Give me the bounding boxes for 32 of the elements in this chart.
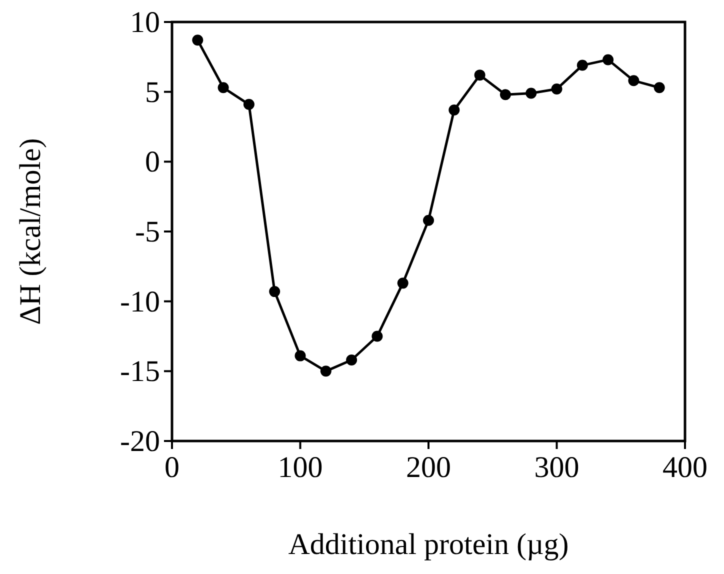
point (448, 104, 460, 116)
y-tick-label: 10 (130, 6, 160, 39)
y-tick-label: -10 (120, 285, 160, 318)
point (218, 82, 229, 94)
point (551, 84, 562, 95)
x-tick-label: 300 (534, 451, 580, 484)
point (526, 88, 537, 99)
point (500, 89, 511, 100)
point (423, 214, 434, 226)
x-tick-label: 200 (406, 451, 451, 484)
point (397, 278, 408, 289)
point (474, 70, 486, 81)
point (346, 354, 358, 366)
y-axis-title: ΔH (kcal/mole) (14, 138, 47, 325)
point (192, 34, 204, 46)
y-tick-label: -20 (120, 425, 160, 458)
y-tick-label: 5 (145, 76, 160, 109)
point (269, 286, 280, 298)
point (320, 366, 332, 377)
point (654, 82, 665, 94)
point (602, 54, 614, 66)
point (628, 75, 640, 86)
y-tick-label: -5 (135, 216, 160, 248)
y-tick-label: 0 (145, 146, 160, 179)
point (576, 60, 588, 71)
x-tick-label: 400 (662, 451, 708, 484)
point (294, 350, 306, 362)
x-tick-label: 100 (278, 451, 323, 484)
x-axis-title: Additional protein (µg) (288, 528, 569, 561)
y-tick-label: -15 (120, 355, 160, 388)
point (372, 330, 383, 342)
point (243, 98, 254, 110)
